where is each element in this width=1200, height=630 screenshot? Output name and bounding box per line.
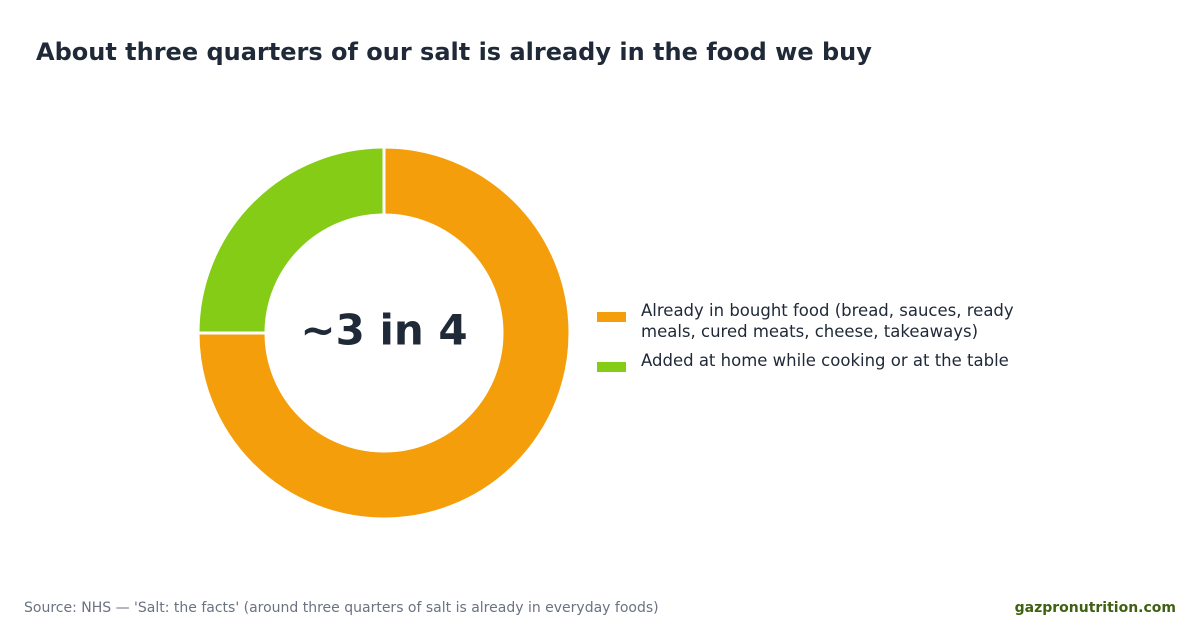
legend-label: Already in bought food (bread, sauces, r… <box>641 301 1014 341</box>
legend-item: Already in bought food (bread, sauces, r… <box>597 298 1067 342</box>
center-label: ~3 in 4 <box>300 306 467 355</box>
legend-label: Added at home while cooking or at the ta… <box>641 351 1009 370</box>
legend: Already in bought food (bread, sauces, r… <box>597 298 1067 378</box>
legend-item: Added at home while cooking or at the ta… <box>597 348 1067 372</box>
source: Source: NHS — 'Salt: the facts' (around … <box>24 600 659 616</box>
legend-swatch <box>597 312 626 322</box>
legend-swatch <box>597 362 626 372</box>
chart-title: About three quarters of our salt is alre… <box>36 38 872 66</box>
donut-slice <box>196 145 386 335</box>
donut-slice <box>196 145 572 521</box>
brand: gazpronutrition.com <box>1014 600 1176 616</box>
